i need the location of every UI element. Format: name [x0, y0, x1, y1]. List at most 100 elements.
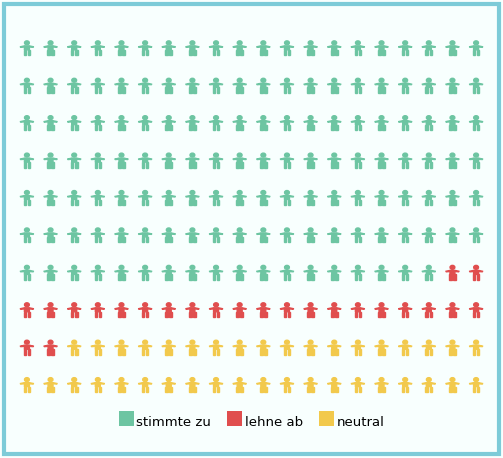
Polygon shape — [48, 233, 53, 237]
Polygon shape — [402, 158, 408, 162]
Ellipse shape — [237, 191, 242, 195]
Polygon shape — [115, 308, 119, 309]
Polygon shape — [76, 83, 80, 85]
Ellipse shape — [48, 340, 53, 344]
Polygon shape — [44, 270, 48, 272]
Polygon shape — [44, 196, 48, 197]
Polygon shape — [431, 83, 435, 85]
Polygon shape — [352, 121, 356, 122]
Polygon shape — [236, 125, 239, 130]
Polygon shape — [139, 83, 143, 85]
Polygon shape — [308, 233, 313, 237]
Polygon shape — [378, 125, 381, 130]
Polygon shape — [237, 270, 242, 274]
Polygon shape — [257, 196, 261, 197]
Ellipse shape — [379, 191, 384, 195]
Polygon shape — [379, 308, 384, 312]
Polygon shape — [29, 308, 33, 309]
Polygon shape — [218, 308, 222, 309]
Polygon shape — [311, 125, 314, 130]
Polygon shape — [313, 46, 317, 47]
Polygon shape — [142, 387, 144, 392]
Polygon shape — [165, 237, 168, 242]
Ellipse shape — [261, 153, 266, 157]
Ellipse shape — [166, 78, 171, 82]
Polygon shape — [430, 50, 432, 55]
Polygon shape — [266, 196, 270, 197]
Polygon shape — [233, 121, 237, 122]
Polygon shape — [213, 158, 219, 162]
Polygon shape — [266, 83, 270, 85]
Polygon shape — [122, 125, 125, 130]
Polygon shape — [119, 233, 124, 237]
Polygon shape — [379, 121, 384, 125]
Ellipse shape — [427, 340, 431, 344]
Ellipse shape — [72, 78, 76, 82]
Polygon shape — [237, 196, 242, 200]
Polygon shape — [139, 270, 143, 272]
Ellipse shape — [143, 191, 147, 195]
Polygon shape — [29, 233, 33, 234]
Polygon shape — [118, 387, 121, 392]
Ellipse shape — [285, 378, 289, 382]
Polygon shape — [76, 196, 80, 197]
Polygon shape — [355, 349, 357, 355]
Polygon shape — [379, 83, 384, 87]
Polygon shape — [237, 46, 242, 50]
Polygon shape — [266, 382, 270, 384]
Polygon shape — [147, 158, 151, 159]
Polygon shape — [242, 46, 246, 47]
Polygon shape — [375, 308, 379, 309]
Polygon shape — [430, 200, 432, 205]
Polygon shape — [213, 233, 219, 237]
Polygon shape — [261, 270, 266, 274]
Polygon shape — [92, 345, 96, 347]
Polygon shape — [378, 50, 381, 55]
Polygon shape — [139, 233, 143, 234]
Polygon shape — [284, 349, 286, 355]
Polygon shape — [71, 196, 77, 200]
Polygon shape — [71, 237, 73, 242]
Polygon shape — [95, 382, 101, 387]
Polygon shape — [406, 237, 408, 242]
Polygon shape — [360, 233, 364, 234]
Ellipse shape — [237, 228, 242, 232]
Polygon shape — [359, 50, 361, 55]
Polygon shape — [236, 200, 239, 205]
Polygon shape — [477, 274, 479, 280]
Polygon shape — [217, 200, 219, 205]
Polygon shape — [122, 387, 125, 392]
Polygon shape — [53, 382, 57, 384]
Ellipse shape — [119, 78, 124, 82]
Polygon shape — [119, 270, 124, 274]
Polygon shape — [261, 382, 266, 387]
Polygon shape — [382, 125, 385, 130]
Ellipse shape — [214, 116, 218, 120]
Polygon shape — [470, 270, 474, 272]
Polygon shape — [399, 46, 403, 47]
Polygon shape — [455, 270, 459, 272]
Polygon shape — [236, 87, 239, 93]
Polygon shape — [328, 121, 332, 122]
Ellipse shape — [427, 228, 431, 232]
Ellipse shape — [25, 340, 29, 344]
Polygon shape — [53, 158, 57, 159]
Polygon shape — [308, 270, 313, 274]
Polygon shape — [190, 233, 195, 237]
Polygon shape — [331, 83, 337, 87]
Polygon shape — [257, 308, 261, 309]
Polygon shape — [100, 233, 104, 234]
Polygon shape — [284, 233, 290, 237]
Polygon shape — [478, 270, 482, 272]
Polygon shape — [51, 237, 54, 242]
Polygon shape — [426, 345, 432, 349]
Polygon shape — [119, 46, 124, 50]
Polygon shape — [240, 349, 243, 355]
Polygon shape — [331, 345, 337, 349]
Polygon shape — [478, 46, 482, 47]
Ellipse shape — [308, 340, 313, 344]
Polygon shape — [99, 237, 101, 242]
Polygon shape — [406, 162, 408, 168]
Polygon shape — [352, 382, 356, 384]
Polygon shape — [162, 158, 166, 159]
